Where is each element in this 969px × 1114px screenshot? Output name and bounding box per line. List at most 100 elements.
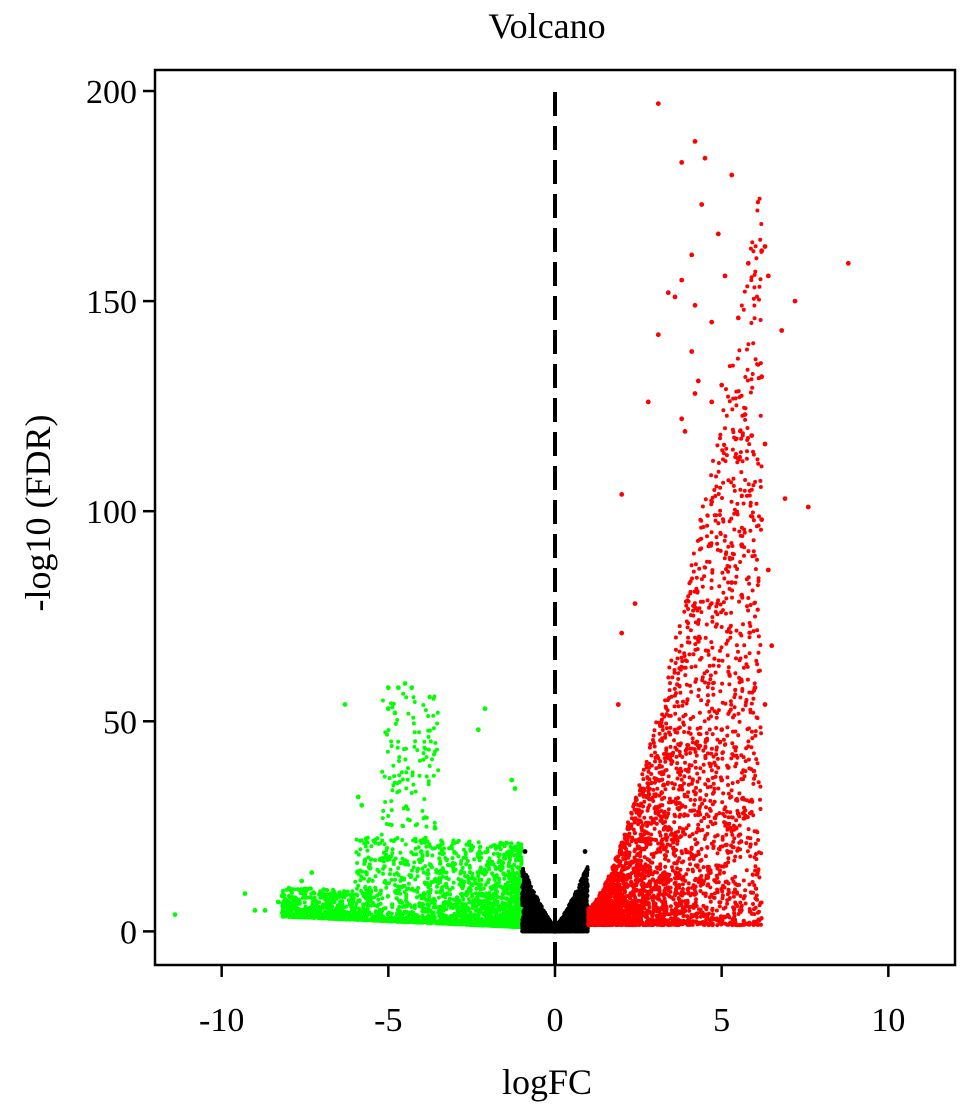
data-point [252,908,258,913]
data-point [439,870,444,875]
data-point [477,878,482,883]
data-point [413,877,418,882]
data-point [365,840,370,845]
data-point [495,895,500,899]
data-point [347,898,352,903]
data-point [369,895,374,900]
data-point [368,866,373,870]
data-point [420,809,425,813]
data-point [490,886,495,890]
data-point [505,841,510,846]
data-point [405,777,410,782]
data-point [400,912,405,917]
data-point [369,844,374,849]
data-point [443,883,448,888]
data-point [334,909,339,914]
data-point [417,773,422,778]
data-point [516,842,521,847]
data-point [459,861,463,866]
data-point [362,914,367,919]
data-point [411,715,416,720]
data-point [354,837,359,842]
data-point [473,891,478,896]
data-point [359,916,364,921]
data-point [396,873,401,877]
data-point [428,739,433,744]
data-point [438,904,443,909]
data-point [461,907,466,912]
data-point [343,916,347,921]
data-point [422,837,427,842]
data-point [487,909,492,914]
data-point [426,714,431,718]
data-point [362,858,367,863]
data-point [409,887,414,892]
data-point [471,844,476,849]
data-point [392,780,397,785]
data-point [452,861,457,866]
data-point [422,906,427,911]
data-point [303,915,307,920]
data-point [450,856,455,861]
data-point [425,876,430,881]
data-point [351,909,356,914]
data-point [351,896,356,901]
data-point [359,802,365,808]
data-point [290,904,294,909]
data-point [444,870,449,875]
data-point [281,888,285,893]
data-point [410,773,415,778]
data-point [514,898,519,903]
data-point [358,910,363,915]
data-point [403,842,408,847]
data-point [396,909,401,914]
data-point [513,918,518,923]
data-point [490,871,494,876]
data-point [473,880,478,885]
data-point [287,899,292,904]
data-point [406,912,411,916]
data-point [302,900,307,905]
data-point [402,877,407,882]
data-point [502,906,507,911]
data-point [405,807,410,812]
data-point [353,906,358,911]
data-point [345,910,350,915]
data-point [508,844,513,849]
data-point [505,924,510,929]
data-point [487,856,492,861]
data-point [334,896,339,901]
data-point [479,917,484,921]
data-point [366,855,371,860]
data-point [414,895,419,900]
data-point [456,838,461,843]
data-point [355,893,360,898]
data-point [398,850,403,855]
data-point [389,739,394,744]
data-point [515,910,520,915]
data-point [289,890,294,895]
data-point [461,855,466,860]
data-point [515,865,520,870]
data-point [503,882,508,887]
data-point [451,865,456,870]
data-point [435,919,439,924]
data-point [495,899,500,904]
data-point [350,906,354,911]
data-point [459,891,464,896]
data-point [429,916,434,921]
data-point [426,868,430,873]
data-point [479,851,484,856]
data-point [457,882,462,887]
data-point [393,856,398,861]
data-point [478,865,483,870]
data-point [422,797,427,802]
data-point [355,794,361,800]
data-point [515,853,520,858]
data-point [474,904,479,909]
data-point [483,850,488,855]
data-point [317,906,322,911]
data-point [325,910,330,915]
data-point [452,840,457,845]
data-point [409,873,413,878]
